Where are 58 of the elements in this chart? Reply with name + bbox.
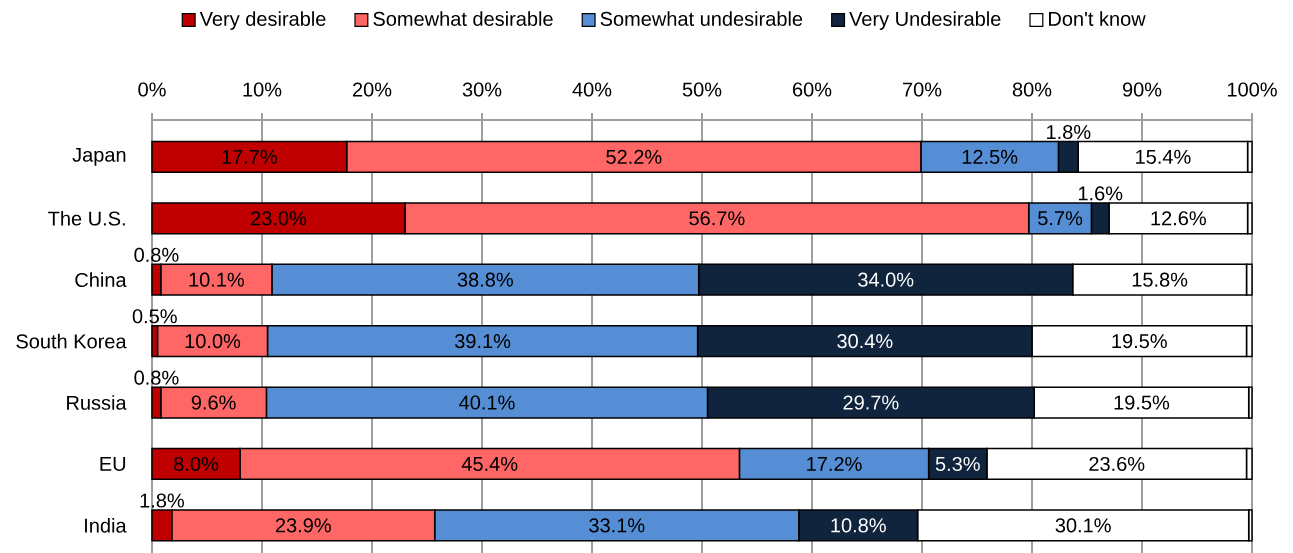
data-label: 17.7% — [222, 149, 278, 164]
x-tick-label: 100% — [1227, 82, 1277, 97]
data-label: 39.1% — [454, 334, 511, 349]
data-label: 0.8% — [134, 370, 179, 385]
data-label: 1.8% — [1047, 124, 1091, 140]
data-label: 5.7% — [1038, 211, 1083, 226]
x-tick-label: 0% — [138, 82, 166, 97]
data-label: 8.0% — [174, 456, 219, 472]
legend-label: Very Undesirable — [849, 11, 1001, 30]
x-tick-label: 80% — [1012, 82, 1052, 97]
data-label: 29.7% — [843, 395, 899, 410]
x-tick-label: 10% — [243, 82, 282, 97]
y-tick-label: Japan — [72, 147, 126, 166]
data-label: 40.1% — [459, 395, 515, 410]
data-label: 0.5% — [132, 309, 177, 324]
data-label: 9.6% — [191, 395, 236, 410]
data-label: 12.6% — [1151, 211, 1206, 226]
legend-label: Somewhat undesirable — [600, 11, 803, 26]
data-label: 1.6% — [1078, 186, 1123, 201]
legend-label: Don't know — [1049, 11, 1146, 26]
data-label: 10.1% — [189, 272, 245, 287]
data-label: 45.4% — [461, 456, 518, 471]
y-tick-label: Russia — [67, 395, 127, 410]
data-label: 5.3% — [935, 456, 980, 472]
data-label: 10.8% — [831, 518, 886, 533]
y-tick-label: China — [75, 272, 127, 288]
data-label: 0.8% — [134, 247, 179, 262]
x-tick-label: 90% — [1122, 82, 1162, 97]
y-tick-label: EU — [100, 456, 126, 471]
x-tick-label: 40% — [572, 82, 612, 97]
data-label: 15.4% — [1136, 149, 1191, 164]
data-label: 33.1% — [589, 518, 645, 533]
y-tick-label: The U.S. — [48, 210, 125, 226]
data-label: 10.0% — [185, 334, 241, 349]
y-tick-label: South Korea — [16, 333, 127, 349]
legend-label: Very desirable — [199, 11, 326, 30]
data-label: 19.5% — [1112, 334, 1167, 349]
x-tick-label: 30% — [462, 82, 502, 97]
data-label: 38.8% — [457, 272, 513, 287]
data-label: 17.2% — [807, 456, 862, 471]
data-label: 23.0% — [251, 211, 307, 226]
data-label: 19.5% — [1114, 395, 1170, 410]
x-tick-label: 20% — [353, 82, 392, 97]
y-tick-label: India — [85, 518, 127, 533]
data-label: 30.1% — [1055, 518, 1111, 533]
x-tick-label: 70% — [903, 82, 942, 97]
data-label: 1.8% — [140, 493, 185, 508]
data-label: 30.4% — [837, 334, 893, 349]
data-label: 12.5% — [962, 149, 1018, 164]
data-label: 23.6% — [1089, 456, 1145, 472]
data-label: 56.7% — [689, 211, 745, 226]
data-label: 15.8% — [1132, 272, 1188, 287]
data-label: 52.2% — [606, 149, 662, 164]
x-tick-label: 60% — [793, 82, 832, 97]
x-tick-label: 50% — [682, 82, 722, 97]
legend-label: Somewhat desirable — [373, 11, 553, 26]
data-label: 34.0% — [858, 272, 914, 287]
data-label: 23.9% — [275, 518, 331, 533]
